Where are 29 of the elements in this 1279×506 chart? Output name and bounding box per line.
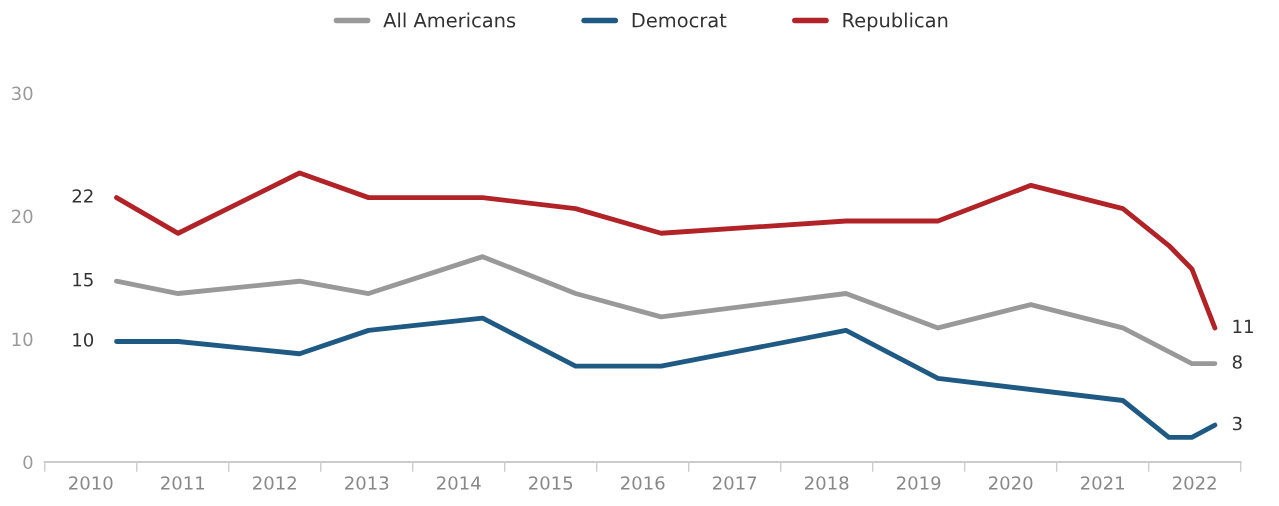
line-series [114, 254, 1218, 367]
x-tick-label: 2012 [253, 476, 296, 490]
data-label: 22 [72, 189, 93, 203]
x-tick-label: 2015 [529, 476, 573, 490]
data-label: 10 [73, 333, 94, 347]
y-tick-label: 20 [12, 209, 33, 224]
data-label: 11 [1233, 319, 1253, 333]
x-tick-label: 2017 [713, 476, 757, 490]
x-tick-label: 2022 [1172, 476, 1216, 490]
x-tick-label: 2011 [161, 476, 205, 490]
y-tick-label: 0 [23, 455, 33, 470]
x-tick-label: 2018 [805, 476, 849, 490]
y-tick-label: 30 [12, 86, 33, 101]
y-tick-label: 10 [12, 332, 33, 347]
x-tick-label: 2014 [437, 476, 481, 490]
x-tick-label: 2020 [989, 476, 1033, 490]
legend-label: Republican [843, 12, 948, 32]
legend-label: Democrat [632, 13, 727, 28]
x-tick-label: 2016 [621, 476, 665, 490]
line-series [114, 170, 1218, 331]
data-label: 3 [1232, 416, 1242, 431]
x-tick-label: 2013 [345, 476, 389, 490]
legend-label: All Americans [383, 12, 516, 28]
line-series [114, 315, 1218, 440]
x-tick-label: 2021 [1080, 476, 1124, 490]
x-tick-label: 2010 [69, 476, 113, 490]
data-label: 15 [73, 273, 93, 287]
x-tick-label: 2019 [897, 476, 941, 490]
data-label: 8 [1232, 355, 1242, 369]
